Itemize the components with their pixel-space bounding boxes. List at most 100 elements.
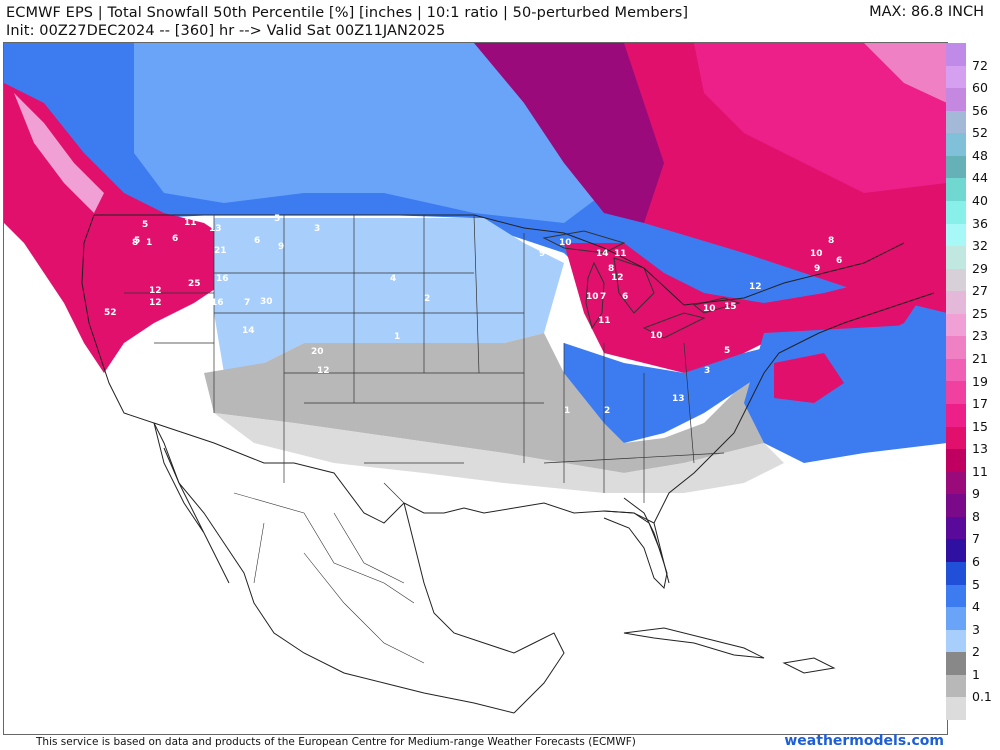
- color-scale-label: 0.1: [972, 689, 992, 705]
- color-scale-label: 32: [972, 238, 988, 254]
- lake-superior: [542, 230, 626, 254]
- florida: [603, 510, 668, 590]
- color-scale-label: 17: [972, 396, 988, 412]
- color-scale-swatch: [946, 381, 966, 404]
- point-value: 14: [242, 326, 255, 336]
- point-value: 14: [596, 249, 609, 259]
- point-value: 10: [703, 304, 716, 314]
- point-value: 52: [104, 308, 117, 318]
- point-value: 12: [149, 286, 162, 296]
- color-scale-swatch: [946, 336, 966, 359]
- color-scale-labels: 72 60 56 52 48 44 40 36 32 29 27 25 23 21 19 17 15 13 11 9 8…: [968, 43, 1000, 720]
- point-value: 5: [134, 236, 140, 246]
- baja-california: [153, 422, 230, 584]
- snow-field-hudson: [694, 43, 947, 193]
- color-scale-label: 2: [972, 644, 980, 660]
- color-scale-label: 40: [972, 192, 988, 208]
- point-value: 8: [828, 236, 834, 246]
- color-scale-label: 72: [972, 57, 988, 73]
- point-value: 21: [214, 246, 227, 256]
- color-scale-label: 29: [972, 260, 988, 276]
- point-value: 1: [564, 406, 570, 416]
- snow-field-atlantic: [744, 323, 947, 463]
- point-value: 16: [211, 298, 224, 308]
- color-scale-label: 21: [972, 350, 988, 366]
- snow-field-appalachia: [564, 343, 784, 443]
- point-value: 4: [390, 274, 396, 284]
- snow-field-south-light: [214, 413, 784, 493]
- point-value: 25: [188, 279, 201, 289]
- mexico-state-borders: [233, 492, 425, 664]
- color-scale-swatch: [946, 516, 966, 540]
- point-value: 2: [604, 406, 610, 416]
- color-scale-label: 52: [972, 125, 988, 141]
- color-scale-swatch: [946, 607, 966, 630]
- point-value: 7: [600, 292, 606, 302]
- point-value: 30: [260, 297, 273, 307]
- point-value: 11: [598, 316, 611, 326]
- color-scale-swatch: [946, 110, 966, 134]
- color-scale-swatch: [946, 561, 966, 585]
- us-mexico-border: [153, 422, 405, 524]
- mexico-gulf-coast: [403, 502, 565, 714]
- color-scale-label: 4: [972, 599, 980, 615]
- lake-ontario: [692, 297, 741, 314]
- point-value: 8: [132, 238, 138, 248]
- color-scale-swatch: [946, 313, 966, 337]
- us-canada-border: [94, 214, 905, 306]
- color-scale-swatch: [946, 404, 966, 427]
- color-scale-label: 7: [972, 531, 980, 547]
- color-scale-label: 44: [972, 170, 988, 186]
- point-value: 1: [146, 238, 152, 248]
- snow-field-quebec-dark: [474, 43, 664, 223]
- title-line-2: Init: 00Z27DEC2024 -- [360] hr --> Valid…: [6, 23, 446, 39]
- point-value: 12: [611, 273, 624, 283]
- color-scale-label: 25: [972, 305, 988, 321]
- point-value: 13: [672, 394, 685, 404]
- cuba: [623, 627, 765, 659]
- snowfall-point-values: 5 11 13 5 8 1 6 21 6 9 16 25 12 12 16 7 …: [104, 214, 842, 416]
- color-scale-label: 8: [972, 508, 980, 524]
- color-scale-swatch: [946, 629, 966, 653]
- lake-erie: [642, 312, 706, 339]
- color-scale-bar: [946, 43, 966, 720]
- color-scale-label: 9: [972, 486, 980, 502]
- color-scale-swatch: [946, 449, 966, 472]
- state-borders: [124, 214, 725, 504]
- point-value: 9: [814, 264, 820, 274]
- color-scale-swatch: [946, 268, 966, 292]
- color-scale-label: 13: [972, 441, 988, 457]
- gulf-coastline: [403, 497, 670, 584]
- color-scale-swatch: [946, 539, 966, 562]
- color-scale-swatch: [946, 471, 966, 495]
- color-scale-label: 3: [972, 621, 980, 637]
- color-scale-label: 48: [972, 147, 988, 163]
- color-scale-swatch: [946, 697, 966, 720]
- snow-field-bc-peaks: [14, 93, 104, 213]
- point-value: 6: [836, 256, 842, 266]
- point-value: 10: [650, 331, 663, 341]
- point-value: 15: [724, 302, 737, 312]
- point-value: 16: [216, 274, 229, 284]
- brand-link[interactable]: weathermodels.com: [784, 733, 944, 749]
- point-value: 3: [314, 224, 320, 234]
- color-scale-swatch: [946, 674, 966, 698]
- snowfall-map[interactable]: 5 11 13 5 8 1 6 21 6 9 16 25 12 12 16 7 …: [3, 42, 948, 735]
- point-value: 13: [209, 224, 222, 234]
- point-value: 10: [586, 292, 599, 302]
- point-value: 12: [317, 366, 330, 376]
- point-value: 20: [311, 347, 324, 357]
- point-value: 9: [278, 242, 284, 252]
- point-value: 6: [172, 234, 178, 244]
- color-scale-swatch: [946, 178, 966, 201]
- point-value: 6: [622, 292, 628, 302]
- point-value: 12: [749, 282, 762, 292]
- point-value: 5: [724, 346, 730, 356]
- color-scale-swatch: [946, 43, 966, 66]
- color-scale-swatch: [946, 65, 966, 89]
- point-value: 8: [608, 264, 614, 274]
- max-value-label: MAX: 86.8 INCH: [869, 4, 984, 20]
- color-scale-swatch: [946, 88, 966, 111]
- point-value: 11: [184, 218, 197, 228]
- color-scale-swatch: [946, 426, 966, 450]
